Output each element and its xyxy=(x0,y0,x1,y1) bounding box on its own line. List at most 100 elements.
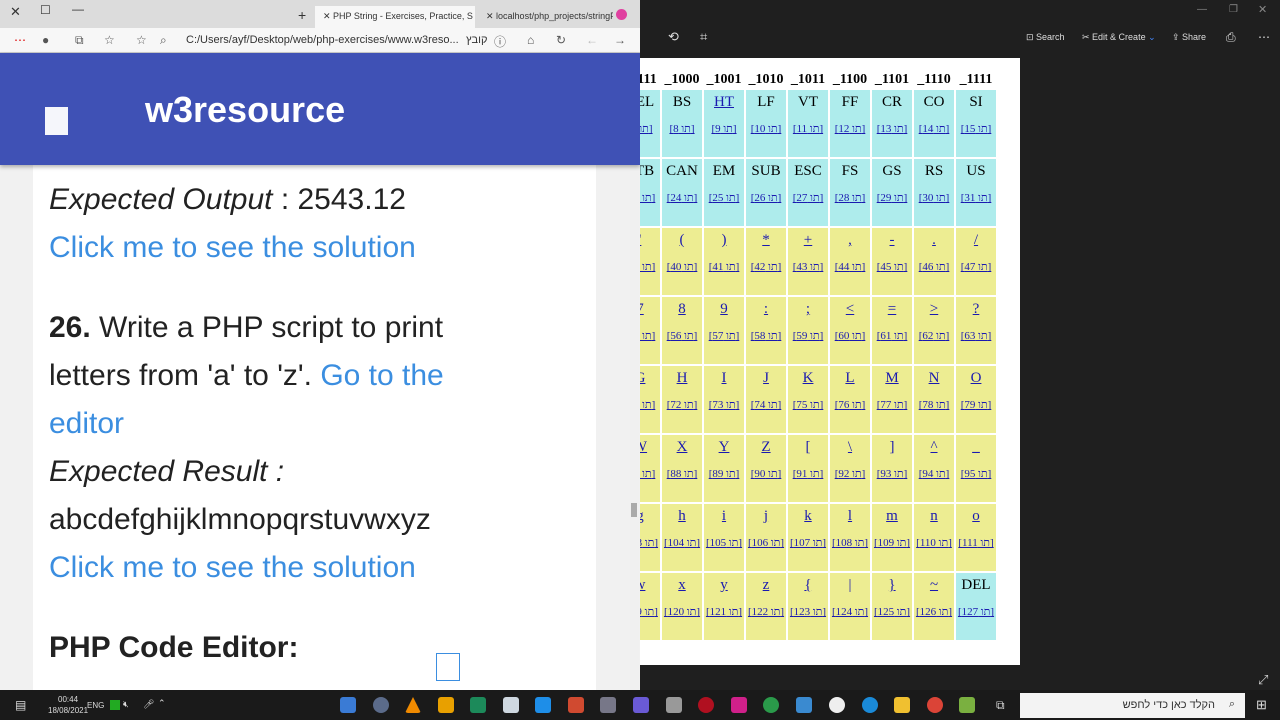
char-code-link[interactable]: [תו 45] xyxy=(876,261,908,273)
ascii-char[interactable]: ? xyxy=(972,301,980,317)
char-code-link[interactable]: [תו 119] xyxy=(640,606,658,618)
char-code-link[interactable]: [תו 126] xyxy=(915,606,953,618)
ascii-char[interactable]: K xyxy=(802,370,814,386)
ascii-char[interactable]: ] xyxy=(889,439,895,455)
ascii-char[interactable]: | xyxy=(848,577,852,593)
char-code-link[interactable]: [תו 124] xyxy=(831,606,869,618)
app-icon[interactable] xyxy=(959,697,975,713)
notifications-icon[interactable]: ▤ xyxy=(15,698,27,712)
char-code-link[interactable]: [תו 122] xyxy=(747,606,785,618)
ascii-char[interactable]: 9 xyxy=(720,301,728,317)
share-button[interactable]: ⇪ Share xyxy=(1172,32,1207,42)
search-button[interactable]: ⊡ Search xyxy=(1026,32,1065,42)
star-icon[interactable]: ☆ xyxy=(136,33,147,47)
char-code-link[interactable]: [תו 39] xyxy=(640,261,656,273)
app-icon[interactable] xyxy=(373,697,389,713)
char-code-link[interactable]: [תו 110] xyxy=(916,537,952,549)
new-tab-icon[interactable]: + xyxy=(298,7,307,23)
char-code-link[interactable]: [תו 94] xyxy=(918,468,950,480)
editor-link[interactable]: Go to the xyxy=(320,359,444,392)
char-code-link[interactable]: [תו 28] xyxy=(834,192,866,204)
close-tab-icon[interactable]: ✕ xyxy=(486,11,497,21)
char-code-link[interactable]: [תו 41] xyxy=(708,261,740,273)
maximize-icon[interactable]: ❐ xyxy=(1229,4,1238,15)
char-code-link[interactable]: [תו 75] xyxy=(792,399,824,411)
language-indicator[interactable]: ENG xyxy=(87,701,105,710)
ascii-char[interactable]: i xyxy=(721,508,727,524)
ascii-char[interactable]: } xyxy=(888,577,896,593)
app-icon[interactable] xyxy=(600,697,616,713)
ascii-char[interactable]: l xyxy=(847,508,853,524)
char-code-link[interactable]: [תו 43] xyxy=(792,261,824,273)
ascii-char[interactable]: O xyxy=(970,370,982,386)
char-code-link[interactable]: [תו 40] xyxy=(666,261,698,273)
char-code-link[interactable]: [תו 10] xyxy=(750,123,782,135)
ascii-char[interactable]: HT xyxy=(714,94,734,110)
back-icon[interactable]: → xyxy=(614,33,626,47)
char-code-link[interactable]: [תו 107] xyxy=(789,537,827,549)
ascii-char[interactable]: ; xyxy=(805,301,811,317)
ascii-char[interactable]: \ xyxy=(847,439,853,455)
char-code-link[interactable]: [תו 123] xyxy=(789,606,827,618)
ascii-char[interactable]: . xyxy=(932,232,936,248)
site-title[interactable]: w3resource xyxy=(145,89,346,130)
ascii-char[interactable]: G xyxy=(640,370,645,386)
char-code-link[interactable]: [תו 72] xyxy=(666,399,698,411)
char-code-link[interactable]: [תו 105] xyxy=(705,537,743,549)
char-code-link[interactable]: [תו 87] xyxy=(640,468,656,480)
char-code-link[interactable]: [תו 14] xyxy=(918,123,950,135)
close-window-icon[interactable]: ✕ xyxy=(10,4,21,19)
ascii-char[interactable]: h xyxy=(678,508,686,524)
app-icon[interactable] xyxy=(438,697,454,713)
minimize-icon[interactable]: — xyxy=(1197,4,1207,15)
ascii-char[interactable]: L xyxy=(845,370,855,386)
fullscreen-icon[interactable]: ⤢ xyxy=(1258,672,1269,687)
edge-icon[interactable] xyxy=(862,697,878,713)
ascii-char[interactable]: H xyxy=(676,370,688,386)
char-code-link[interactable]: [תו 27] xyxy=(792,192,824,204)
char-code-link[interactable]: [תו 92] xyxy=(834,468,866,480)
ascii-char[interactable]: < xyxy=(845,301,855,317)
char-code-link[interactable]: [תו 61] xyxy=(876,330,908,342)
char-code-link[interactable]: [תו 74] xyxy=(750,399,782,411)
app-icon[interactable] xyxy=(796,697,812,713)
close-tab-icon[interactable]: ✕ xyxy=(323,11,334,21)
ascii-char[interactable]: 7 xyxy=(640,301,644,317)
char-code-link[interactable]: [תו 71] xyxy=(640,399,656,411)
char-code-link[interactable]: [תו 106] xyxy=(747,537,785,549)
rotate-icon[interactable]: ⟲ xyxy=(668,29,679,44)
char-code-link[interactable]: [תו 127] xyxy=(957,606,995,618)
char-code-link[interactable]: [תו 25] xyxy=(708,192,740,204)
collections-icon[interactable]: ⧉ xyxy=(75,33,84,47)
char-code-link[interactable]: [תו 111] xyxy=(958,537,994,549)
char-code-link[interactable]: [תו 62] xyxy=(918,330,950,342)
ascii-char[interactable]: ( xyxy=(679,232,685,248)
powerpoint-icon[interactable] xyxy=(568,697,584,713)
photos-icon[interactable] xyxy=(340,697,356,713)
ascii-char[interactable]: = xyxy=(887,301,897,317)
char-code-link[interactable]: [תו 79] xyxy=(960,399,992,411)
ascii-char[interactable]: w xyxy=(640,577,645,593)
solution-link[interactable]: Click me to see the solution xyxy=(49,551,416,584)
clock[interactable]: 00:44 18/08/2021 xyxy=(48,695,89,715)
chrome-icon[interactable] xyxy=(927,697,943,713)
char-code-link[interactable]: [תו 13] xyxy=(876,123,908,135)
char-code-link[interactable]: [תו 26] xyxy=(750,192,782,204)
char-code-link[interactable]: [תו 104] xyxy=(663,537,701,549)
tab-localhost[interactable]: ✕ localhost/php_projects/stringFu xyxy=(486,11,613,21)
task-view-icon[interactable]: ⧉ xyxy=(996,698,1005,712)
ascii-char[interactable]: I xyxy=(721,370,727,386)
char-code-link[interactable]: [תו 46] xyxy=(918,261,950,273)
show-hidden-icons[interactable]: ⌃ xyxy=(158,698,166,708)
editor-link[interactable]: editor xyxy=(49,407,125,440)
char-code-link[interactable]: [תו 95] xyxy=(960,468,992,480)
char-code-link[interactable]: [תו 76] xyxy=(834,399,866,411)
tab-php-string[interactable]: ✕ PHP String - Exercises, Practice, S xyxy=(315,6,475,28)
solution-link[interactable]: Click me to see the solution xyxy=(49,231,416,264)
char-code-link[interactable]: [תו 24] xyxy=(666,192,698,204)
ascii-char[interactable]: g xyxy=(640,508,644,524)
profile-icon[interactable] xyxy=(616,9,627,20)
char-code-link[interactable]: [תו 120] xyxy=(663,606,701,618)
char-code-link[interactable]: [תו 30] xyxy=(918,192,950,204)
app-icon[interactable] xyxy=(763,697,779,713)
